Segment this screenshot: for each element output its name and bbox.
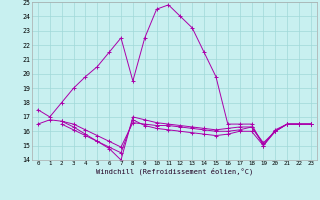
X-axis label: Windchill (Refroidissement éolien,°C): Windchill (Refroidissement éolien,°C) bbox=[96, 168, 253, 175]
